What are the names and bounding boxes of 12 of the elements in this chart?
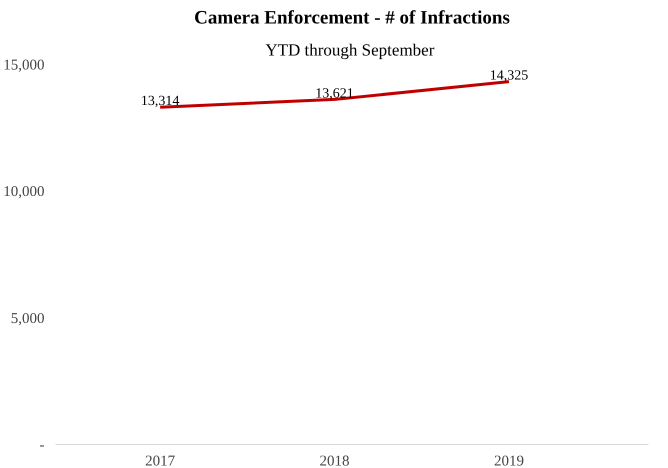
x-tick-label: 2018 — [320, 454, 350, 468]
y-tick-label: 5,000 — [10, 310, 44, 327]
data-label: 14,325 — [490, 68, 528, 84]
data-label: 13,314 — [140, 94, 180, 110]
data-label: 13,621 — [315, 86, 354, 102]
chart-title: Camera Enforcement - # of Infractions — [194, 8, 510, 28]
x-tick-label: 2019 — [494, 454, 524, 468]
y-tick-label: - — [40, 438, 45, 454]
y-tick-label: 15,000 — [3, 58, 44, 74]
y-tick-label: 10,000 — [3, 184, 44, 200]
x-tick-label: 2017 — [145, 454, 176, 468]
chart-subtitle: YTD through September — [265, 40, 435, 60]
